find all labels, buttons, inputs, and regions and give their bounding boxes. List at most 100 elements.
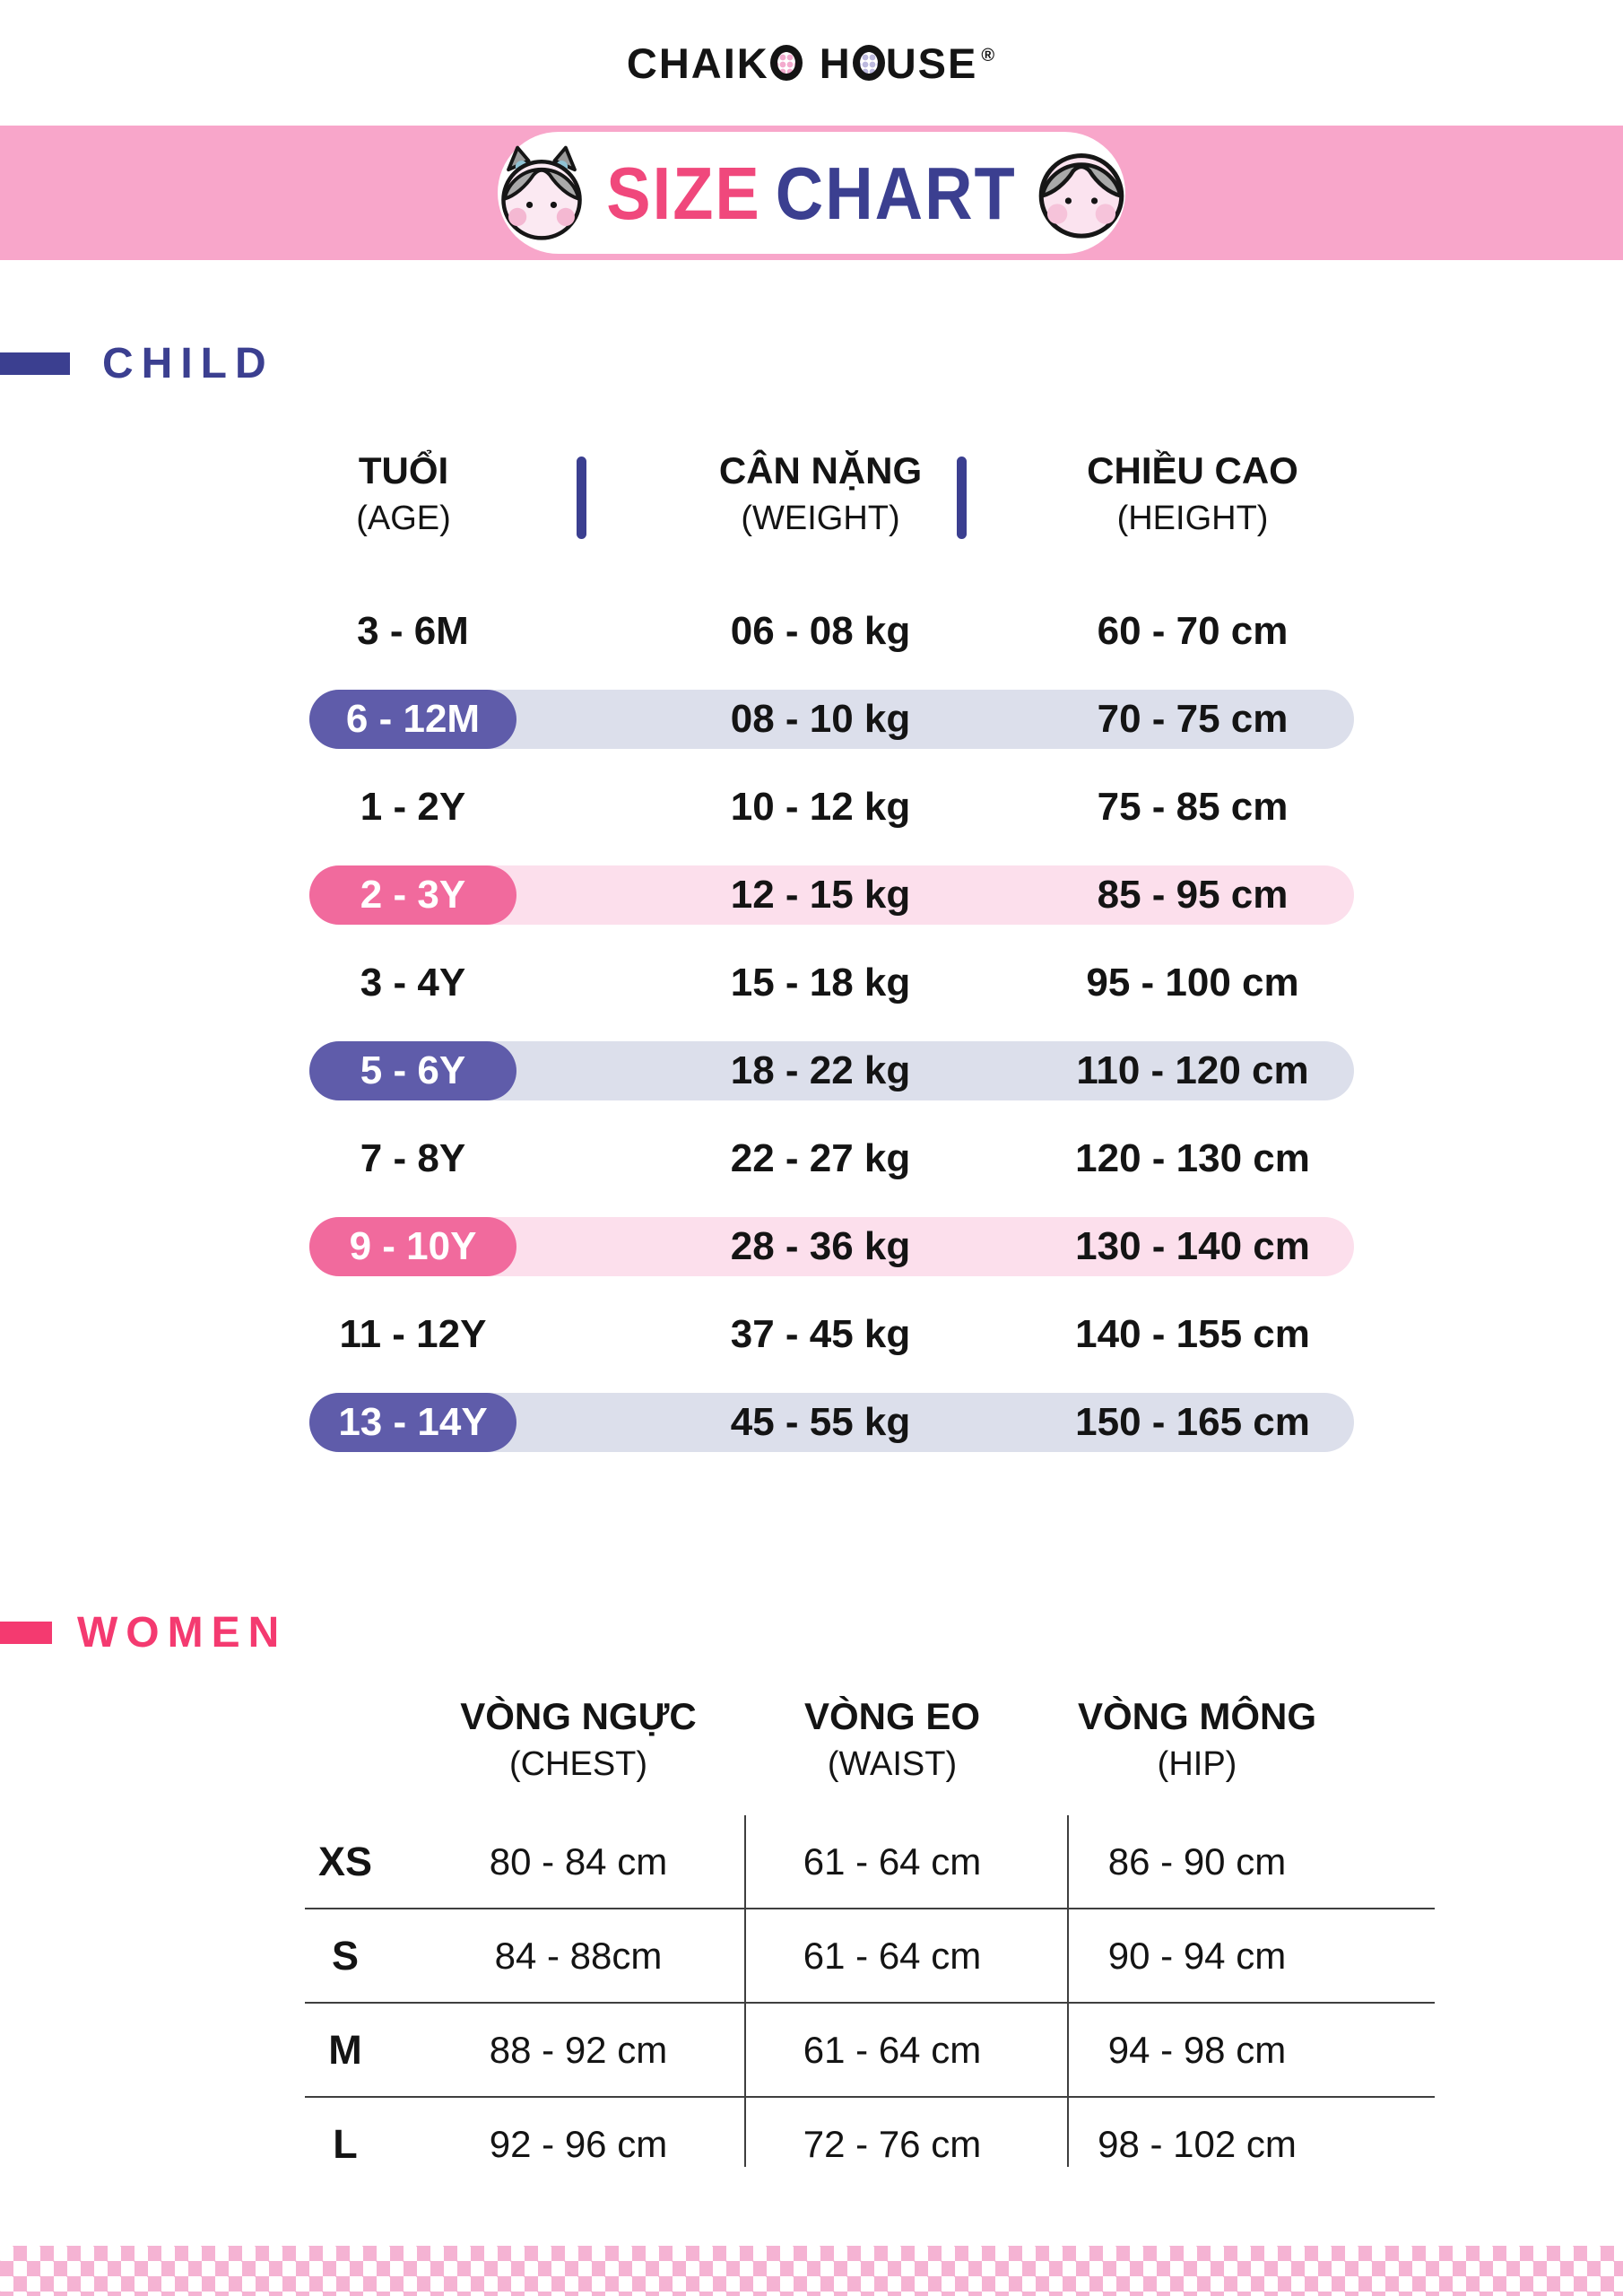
child-face-icon [1038, 153, 1124, 239]
checkered-o-icon [852, 45, 885, 81]
weight-cell: 18 - 22 kg [730, 1048, 911, 1092]
weight-cell: 28 - 36 kg [730, 1224, 911, 1268]
chest-cell: 88 - 92 cm [489, 2028, 668, 2071]
table-row: 5 - 6Y 18 - 22 kg 110 - 120 cm [309, 1027, 1354, 1115]
women-table-rows: XS 80 - 84 cm 61 - 64 cm 86 - 90 cm S 84… [269, 1815, 1435, 2190]
child-size-table: TUỔI (AGE) CÂN NẶNG (WEIGHT) CHIỀU CAO (… [309, 448, 1354, 1466]
height-cell: 140 - 155 cm [1075, 1312, 1310, 1356]
women-size-table: VÒNG NGỰC (CHEST) VÒNG EO (WAIST) VÒNG M… [269, 1693, 1435, 2190]
women-section-title: WOMEN [77, 1609, 288, 1657]
table-horizontal-rule [305, 2002, 1435, 2004]
hip-cell: 94 - 98 cm [1107, 2028, 1287, 2071]
table-row: 9 - 10Y 28 - 36 kg 130 - 140 cm [309, 1203, 1354, 1291]
age-cell: 13 - 14Y [309, 1393, 516, 1452]
age-cell: 5 - 6Y [309, 1041, 516, 1100]
age-cell: 9 - 10Y [309, 1217, 516, 1276]
age-cell: 3 - 6M [357, 609, 469, 653]
age-cell: 7 - 8Y [360, 1136, 466, 1180]
weight-cell: 15 - 18 kg [730, 961, 911, 1004]
age-cell: 1 - 2Y [360, 785, 466, 829]
chest-cell: 84 - 88cm [494, 1934, 663, 1977]
table-vertical-rule [744, 1815, 746, 2167]
chest-cell: 92 - 96 cm [489, 2122, 668, 2165]
table-row: L 92 - 96 cm 72 - 76 cm 98 - 102 cm [269, 2098, 1345, 2190]
table-row: 3 - 6M 06 - 08 kg 60 - 70 cm [309, 587, 1354, 675]
table-horizontal-rule [305, 2096, 1435, 2098]
girl-face-icon [501, 145, 583, 240]
height-cell: 120 - 130 cm [1075, 1136, 1310, 1180]
header-hip: VÒNG MÔNG (HIP) [1077, 1695, 1316, 1783]
brand-logo: CHAIK H USE ® [627, 39, 996, 88]
header-weight: CÂN NẶNG (WEIGHT) [718, 449, 923, 537]
banner-title-chart: CHART [775, 151, 1017, 235]
child-table-rows: 3 - 6M 06 - 08 kg 60 - 70 cm 6 - 12M 08 … [309, 587, 1354, 1466]
section-bar [0, 1622, 52, 1644]
waist-cell: 61 - 64 cm [803, 1934, 982, 1977]
height-cell: 130 - 140 cm [1075, 1224, 1310, 1268]
header-height: CHIỀU CAO (HEIGHT) [1087, 449, 1298, 537]
height-cell: 60 - 70 cm [1097, 609, 1289, 653]
size-chart-banner: SIZE CHART [0, 126, 1623, 260]
age-cell: 6 - 12M [309, 690, 516, 749]
table-row: 1 - 2Y 10 - 12 kg 75 - 85 cm [309, 763, 1354, 851]
women-section-heading: WOMEN [0, 1608, 1623, 1657]
diamond-pattern-footer [0, 2246, 1623, 2296]
header-age: TUỔI (AGE) [356, 449, 451, 537]
table-row: 13 - 14Y 45 - 55 kg 150 - 165 cm [309, 1378, 1354, 1466]
banner-pill: SIZE CHART [498, 132, 1125, 254]
checkered-o-icon [769, 45, 803, 81]
height-cell: 95 - 100 cm [1086, 961, 1299, 1004]
waist-cell: 61 - 64 cm [803, 1839, 982, 1883]
table-row: 2 - 3Y 12 - 15 kg 85 - 95 cm [309, 851, 1354, 939]
weight-cell: 06 - 08 kg [730, 609, 911, 653]
child-section-title: CHILD [102, 340, 274, 387]
table-row: 11 - 12Y 37 - 45 kg 140 - 155 cm [309, 1291, 1354, 1378]
height-cell: 110 - 120 cm [1076, 1048, 1309, 1092]
brand-header: CHAIK H USE ® [0, 0, 1623, 126]
women-table-header: VÒNG NGỰC (CHEST) VÒNG EO (WAIST) VÒNG M… [269, 1693, 1345, 1785]
weight-cell: 08 - 10 kg [730, 697, 911, 741]
child-section-heading: CHILD [0, 339, 1623, 388]
age-cell: 3 - 4Y [360, 961, 466, 1004]
column-divider [957, 457, 967, 539]
height-cell: 85 - 95 cm [1097, 873, 1289, 917]
table-row: 7 - 8Y 22 - 27 kg 120 - 130 cm [309, 1115, 1354, 1203]
column-divider [577, 457, 586, 539]
height-cell: 150 - 165 cm [1075, 1400, 1310, 1444]
hip-cell: 90 - 94 cm [1107, 1934, 1287, 1977]
registered-trademark-icon: ® [981, 46, 997, 65]
header-waist: VÒNG EO (WAIST) [803, 1695, 981, 1783]
hip-cell: 98 - 102 cm [1098, 2122, 1297, 2165]
height-cell: 75 - 85 cm [1097, 785, 1289, 829]
chest-cell: 80 - 84 cm [489, 1839, 668, 1883]
weight-cell: 22 - 27 kg [730, 1136, 911, 1180]
child-table-header: TUỔI (AGE) CÂN NẶNG (WEIGHT) CHIỀU CAO (… [309, 448, 1354, 566]
logo-text-part3: USE [885, 39, 978, 87]
table-row: 6 - 12M 08 - 10 kg 70 - 75 cm [309, 675, 1354, 763]
table-row: XS 80 - 84 cm 61 - 64 cm 86 - 90 cm [269, 1815, 1345, 1908]
size-cell: XS [317, 1838, 373, 1884]
weight-cell: 45 - 55 kg [730, 1400, 911, 1444]
banner-title-size: SIZE [606, 151, 761, 235]
table-vertical-rule [1067, 1815, 1069, 2167]
size-cell: S [331, 1932, 359, 1979]
size-cell: M [328, 2026, 362, 2073]
logo-text-part1: CHAIK [626, 39, 769, 87]
header-chest: VÒNG NGỰC (CHEST) [460, 1695, 697, 1783]
hip-cell: 86 - 90 cm [1107, 1839, 1287, 1883]
waist-cell: 61 - 64 cm [803, 2028, 982, 2071]
waist-cell: 72 - 76 cm [803, 2122, 982, 2165]
weight-cell: 10 - 12 kg [730, 785, 911, 829]
table-horizontal-rule [305, 1908, 1435, 1909]
logo-text-part2: H [819, 39, 852, 87]
weight-cell: 12 - 15 kg [730, 873, 911, 917]
table-row: S 84 - 88cm 61 - 64 cm 90 - 94 cm [269, 1909, 1345, 2002]
weight-cell: 37 - 45 kg [730, 1312, 911, 1356]
age-cell: 11 - 12Y [339, 1312, 487, 1356]
age-cell: 2 - 3Y [309, 865, 516, 925]
header-size-spacer [269, 1693, 421, 1785]
section-bar [0, 352, 70, 375]
table-row: M 88 - 92 cm 61 - 64 cm 94 - 98 cm [269, 2004, 1345, 2096]
size-cell: L [333, 2120, 358, 2167]
height-cell: 70 - 75 cm [1097, 697, 1289, 741]
